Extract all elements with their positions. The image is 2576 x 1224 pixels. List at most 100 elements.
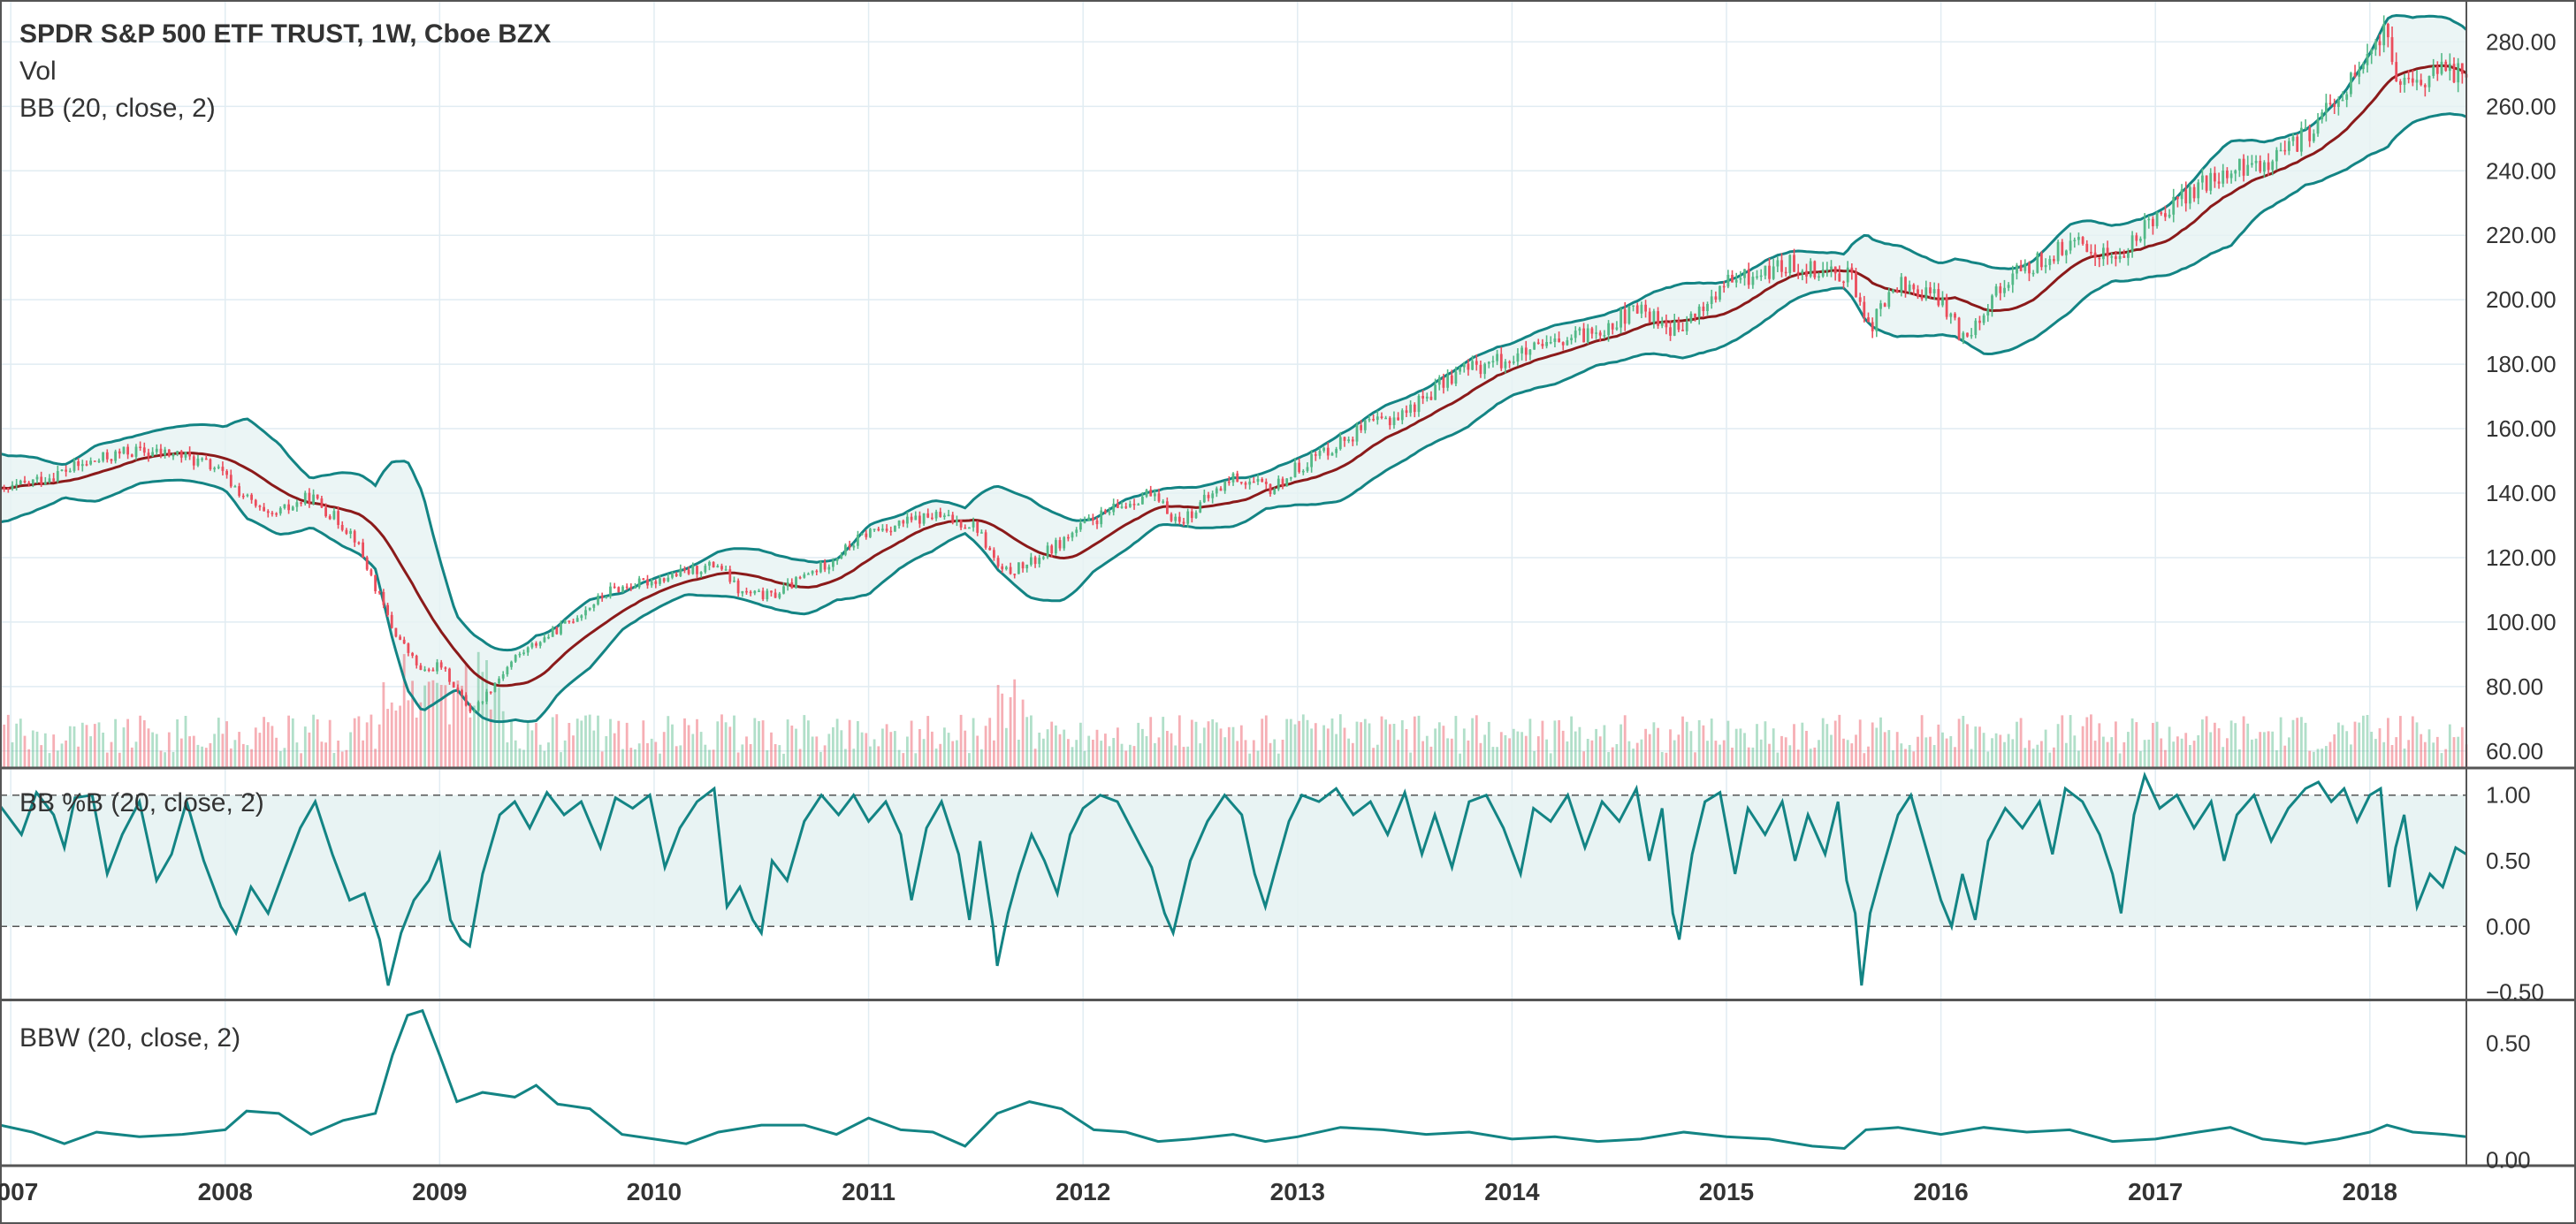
time-tick-label: 2010 — [627, 1178, 682, 1205]
price-axis[interactable]: 60.00 80.00 100.00 120.00 140.00 160.00 180.00… — [2486, 28, 2557, 764]
candle-body — [167, 449, 171, 457]
volume-bar — [1772, 728, 1775, 767]
price-pane[interactable] — [0, 13, 2468, 767]
candle-body — [1005, 566, 1008, 570]
candle-body — [1689, 313, 1693, 323]
volume-bar — [105, 752, 109, 767]
candle-body — [2135, 235, 2138, 241]
candle-body — [2395, 62, 2398, 81]
volume-bar — [947, 733, 950, 767]
candle-body — [790, 582, 794, 589]
candle-body — [1545, 342, 1548, 346]
candle-body — [683, 568, 686, 571]
candle-body — [1343, 437, 1346, 441]
candle-body — [80, 464, 84, 467]
price-tick-label: 280.00 — [2486, 28, 2557, 55]
candle-body — [35, 476, 39, 480]
pctb-axis[interactable]: 1.00 0.50 0.00 −0.50 — [2486, 782, 2544, 1006]
candle-body — [580, 615, 583, 619]
volume-bar — [1962, 716, 1965, 767]
volume-bar — [176, 719, 179, 767]
candle-body — [1442, 377, 1445, 388]
candle-body — [2139, 239, 2142, 241]
candle-body — [1657, 311, 1659, 326]
candle-body — [650, 581, 653, 586]
volume-label[interactable]: Vol — [19, 57, 57, 86]
volume-bar — [1574, 731, 1577, 767]
volume-bar — [2444, 749, 2448, 767]
bollinger-label[interactable]: BB (20, close, 2) — [19, 94, 216, 123]
candle-body — [2452, 64, 2456, 83]
volume-bar — [1289, 718, 1292, 767]
volume-bar — [1731, 748, 1734, 767]
candle-body — [328, 516, 332, 520]
candle-body — [910, 516, 913, 521]
candle-body — [947, 514, 950, 516]
candle-body — [1050, 545, 1054, 554]
bb-percent-b-pane[interactable] — [0, 772, 2467, 986]
candle-body — [852, 545, 856, 548]
candle-body — [171, 453, 175, 457]
bbw-label[interactable]: BBW (20, close, 2) — [19, 1023, 241, 1053]
volume-bar — [324, 742, 327, 767]
volume-bar — [2378, 728, 2382, 767]
volume-bar — [1425, 735, 1429, 767]
candle-body — [1908, 285, 1911, 292]
candle-body — [807, 574, 810, 575]
candle-body — [246, 494, 249, 497]
candle-body — [77, 461, 80, 467]
candle-body — [1347, 439, 1350, 441]
volume-bar — [1937, 724, 1940, 767]
candle-body — [2288, 141, 2290, 151]
candle-body — [1541, 344, 1544, 346]
candle-body — [1747, 269, 1750, 285]
candle-body — [584, 610, 587, 616]
volume-bar — [724, 722, 728, 767]
volume-bar — [984, 726, 987, 767]
volume-bar — [1442, 726, 1445, 767]
volume-bar — [1850, 743, 1854, 767]
volume-bar — [316, 719, 319, 767]
symbol-title[interactable]: SPDR S&P 500 ETF TRUST, 1W, Cboe BZX — [19, 19, 552, 49]
candle-body — [538, 642, 542, 646]
candle-body — [1170, 513, 1173, 521]
candle-body — [1487, 361, 1490, 364]
candle-body — [1694, 313, 1696, 318]
candle-body — [464, 695, 468, 706]
volume-bar — [1075, 740, 1078, 767]
candle-body — [1917, 289, 1919, 297]
candle-body — [1058, 540, 1062, 549]
candle-body — [613, 586, 616, 589]
candle-body — [1227, 481, 1231, 483]
candle-body — [1685, 322, 1688, 331]
candle-body — [139, 446, 141, 448]
candle-body — [1796, 271, 1800, 274]
volume-bar — [1620, 724, 1622, 767]
volume-bar — [147, 728, 150, 767]
volume-bar — [1397, 740, 1399, 767]
candle-body — [233, 486, 237, 488]
candle-body — [1355, 425, 1359, 442]
pctb-label[interactable]: BB %B (20, close, 2) — [19, 788, 264, 817]
volume-bar — [2040, 741, 2043, 767]
volume-bar — [122, 727, 126, 767]
volume-bar — [2184, 733, 2188, 767]
candle-body — [349, 530, 352, 534]
time-axis[interactable]: 2007 2008 2009 2010 2011 2012 2013 2014 2015 2016… — [0, 1178, 2397, 1205]
candle-body — [2053, 259, 2055, 262]
candle-body — [1021, 562, 1025, 569]
volume-bar — [390, 702, 393, 767]
candle-body — [2246, 164, 2250, 176]
bb-width-pane[interactable] — [0, 1008, 2467, 1151]
volume-bar — [2048, 752, 2052, 767]
candle-body — [1104, 510, 1107, 513]
volume-bar — [1586, 739, 1589, 767]
volume-bar — [407, 700, 410, 767]
candle-body — [213, 468, 216, 470]
bbw-axis[interactable]: 0.50 0.00 — [2486, 1030, 2531, 1174]
volume-bar — [2366, 715, 2369, 767]
candle-body — [2382, 24, 2386, 46]
candle-body — [2399, 81, 2402, 85]
